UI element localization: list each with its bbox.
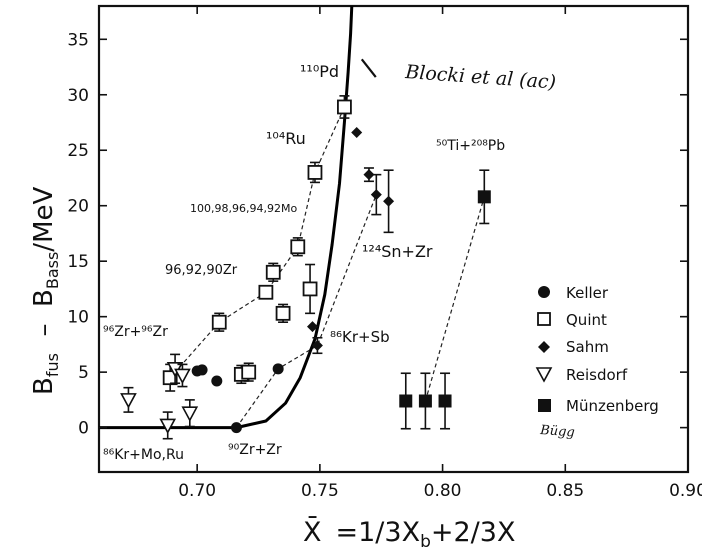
annotation-bugg: Bügg (539, 423, 576, 440)
legend-marker-reisdorf (535, 367, 553, 383)
annotation-mo: 100,98,96,94,92Mo (190, 202, 297, 215)
point-quint (241, 364, 257, 380)
dashed-guide (169, 106, 345, 379)
x-tick-label: 0.90 (669, 481, 702, 501)
x-tick-label: 0.70 (178, 481, 216, 501)
x-tick-label: 0.85 (546, 481, 584, 501)
legend-marker-keller (538, 286, 550, 298)
x-tick-label: 0.75 (301, 481, 339, 501)
blocki-curve-path (99, 5, 354, 430)
point-quint (265, 264, 281, 280)
y-tick-label: 25 (67, 141, 89, 161)
annotation-kr-mo-ru: ⁸⁶Kr+Mo,Ru (103, 447, 184, 463)
point-mnzenberg (418, 394, 432, 408)
point-quint (290, 239, 306, 255)
point-mnzenberg (477, 190, 491, 204)
legend-entry-reisdorf: Reisdorf (535, 366, 628, 384)
point-keller (196, 364, 208, 376)
annotation-blocki: Blocki et al (ac) (404, 61, 557, 94)
point-quint (258, 284, 274, 300)
point-reisdorf (174, 368, 191, 385)
y-tick-label: 20 (67, 197, 89, 217)
legend-marker-quint (537, 312, 551, 326)
dashed-guide (235, 194, 377, 428)
annotation-zr-zr-90: ⁹⁰Zr+Zr (228, 442, 282, 458)
annotation-sn-zr: ¹²⁴Sn+Zr (362, 242, 433, 261)
y-axis-ticks: 0 5 10 15 20 25 30 35 (67, 30, 688, 439)
legend-marker-sahm (538, 341, 550, 353)
point-sahm (383, 195, 395, 207)
point-reisdorf (159, 418, 177, 435)
annotation-ru: ¹⁰⁴Ru (266, 129, 306, 148)
annotation-zr: 96,92,90Zr (165, 263, 238, 278)
legend-label-reisdorf: Reisdorf (566, 366, 628, 384)
point-quint (307, 165, 323, 180)
legend-label-sahm: Sahm (566, 338, 609, 356)
point-reisdorf (120, 393, 137, 409)
point-mnzenberg (438, 394, 452, 408)
annotation-ti-pb: ⁵⁰Ti+²⁰⁸Pb (436, 138, 505, 154)
point-quint (302, 281, 318, 297)
x-tick-label: 0.80 (424, 481, 462, 501)
legend-entry-keller: Keller (538, 284, 609, 302)
dashed-guide (424, 196, 485, 402)
point-quint (162, 370, 178, 386)
point-keller (272, 363, 284, 375)
point-quint (211, 314, 227, 330)
point-quint (275, 305, 291, 321)
legend-marker-munzenberg (538, 399, 551, 412)
annotation-kr-sb: ⁸⁶Kr+Sb (330, 328, 390, 346)
point-mnzenberg (399, 394, 413, 408)
plot-frame (97, 4, 690, 474)
legend: Keller Quint Sahm Reisdorf Münzenberg (535, 284, 659, 415)
point-sahm (363, 169, 375, 181)
y-tick-label: 30 (67, 86, 89, 106)
point-keller (230, 422, 242, 434)
legend-label-quint: Quint (566, 311, 607, 329)
y-tick-label: 5 (78, 363, 89, 383)
plot-border (97, 4, 690, 474)
y-tick-label: 0 (78, 419, 89, 439)
x-axis-ticks: 0.70 0.75 0.80 0.85 0.90 (178, 6, 702, 501)
annotation-zr-zr-96: ⁹⁶Zr+⁹⁶Zr (103, 324, 168, 340)
point-keller (211, 375, 223, 387)
point-sahm (351, 126, 363, 138)
legend-entry-quint: Quint (537, 311, 607, 329)
data-points (120, 95, 491, 440)
y-tick-label: 10 (67, 308, 89, 328)
point-sahm (307, 321, 319, 333)
legend-entry-munzenberg: Münzenberg (538, 397, 659, 415)
point-reisdorf (181, 406, 199, 422)
x-axis-title: X̄ =1/3Xb+2/3X (303, 516, 515, 552)
point-quint (337, 99, 352, 115)
annotation-pd: ¹¹⁰Pd (300, 62, 339, 81)
blocki-pointer (360, 58, 377, 78)
legend-entry-sahm: Sahm (538, 338, 609, 356)
point-sahm (311, 340, 323, 352)
y-axis-title: Bfus – BBass/MeV (29, 186, 62, 395)
y-tick-label: 15 (67, 252, 89, 272)
legend-label-keller: Keller (566, 284, 609, 302)
y-tick-label: 35 (67, 30, 89, 50)
blocki-curve (99, 5, 377, 430)
point-sahm (370, 189, 382, 201)
legend-label-munzenberg: Münzenberg (566, 397, 659, 415)
